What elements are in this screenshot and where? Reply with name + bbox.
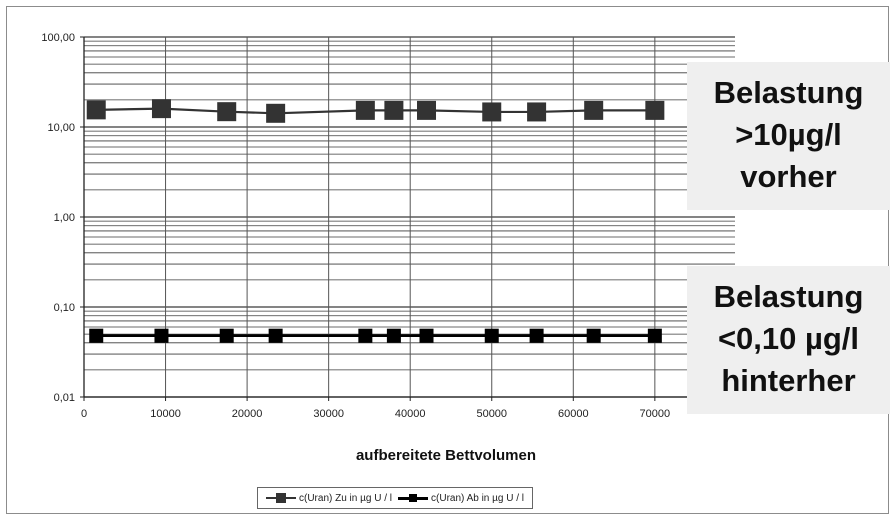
legend-swatch-zu <box>266 493 296 503</box>
legend-label-zu: c(Uran) Zu in µg U / l <box>299 492 393 504</box>
legend-swatch-ab <box>398 493 429 502</box>
y-tick-label: 0,10 <box>54 302 75 314</box>
data-point-ab <box>268 328 283 343</box>
annotation-before: Belastung >10µg/l vorher <box>687 62 890 210</box>
series-line-zu <box>96 107 655 115</box>
data-point-ab <box>419 328 434 343</box>
series <box>86 99 665 343</box>
data-point-ab <box>358 328 373 343</box>
data-point-ab <box>647 328 662 343</box>
x-tick-label: 10000 <box>150 408 181 420</box>
annotation-before-line-3: vorher <box>740 159 837 194</box>
y-tick-label: 0,01 <box>54 392 75 404</box>
y-tick-label: 10,00 <box>47 122 75 134</box>
data-point-zu <box>355 100 375 120</box>
y-tick-label: 100,00 <box>41 32 75 44</box>
data-point-zu <box>266 103 286 123</box>
data-point-ab <box>219 328 234 343</box>
data-point-ab <box>89 328 104 343</box>
x-axis-title: aufbereitete Bettvolumen <box>356 447 536 464</box>
data-point-zu <box>645 100 665 120</box>
data-point-zu <box>217 102 237 122</box>
annotation-before-line-2: >10µg/l <box>735 117 842 152</box>
annotation-after-line-1: Belastung <box>713 279 864 314</box>
annotation-before-line-1: Belastung <box>713 75 864 110</box>
data-point-zu <box>86 100 106 120</box>
x-tick-label: 20000 <box>232 408 263 420</box>
data-point-ab <box>154 328 169 343</box>
data-point-zu <box>482 102 502 122</box>
grid <box>83 36 735 398</box>
x-tick-label: 60000 <box>558 408 589 420</box>
legend: c(Uran) Zu in µg U / l c(Uran) Ab in µg … <box>257 487 534 509</box>
legend-item-zu: c(Uran) Zu in µg U / l <box>266 493 392 504</box>
data-point-ab <box>386 328 401 343</box>
data-point-zu <box>417 100 437 120</box>
x-tick-label: 30000 <box>313 408 344 420</box>
data-point-zu <box>527 102 547 122</box>
data-point-ab <box>484 328 499 343</box>
x-tick-label: 50000 <box>476 408 507 420</box>
annotation-after-line-3: hinterher <box>721 363 856 398</box>
annotation-after: Belastung <0,10 µg/l hinterher <box>687 266 890 414</box>
data-point-ab <box>529 328 544 343</box>
x-tick-label: 0 <box>81 408 87 420</box>
data-point-ab <box>586 328 601 343</box>
data-point-zu <box>384 100 404 120</box>
legend-item-ab: c(Uran) Ab in µg U / l <box>398 493 524 504</box>
tick-labels: 100,00 10,00 1,00 0,10 0,01 0 10000 20000 30000 4… <box>41 32 670 420</box>
x-tick-label: 40000 <box>395 408 426 420</box>
annotation-after-line-2: <0,10 µg/l <box>717 321 860 356</box>
x-tick-label: 70000 <box>640 408 671 420</box>
legend-label-ab: c(Uran) Ab in µg U / l <box>431 492 525 504</box>
data-point-zu <box>584 100 604 120</box>
data-point-zu <box>151 99 171 119</box>
y-tick-label: 1,00 <box>54 212 75 224</box>
axes <box>80 36 735 401</box>
